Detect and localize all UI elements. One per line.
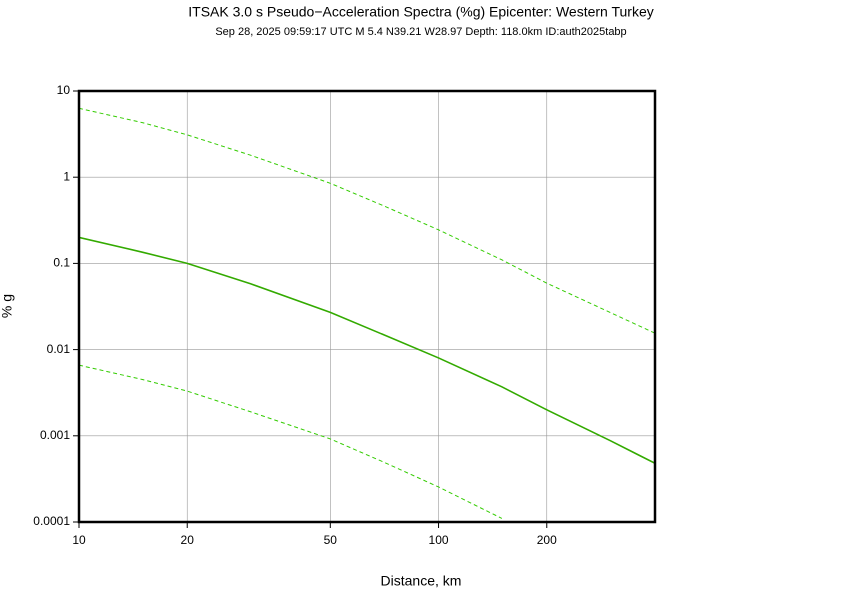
y-tick-label: 0.1	[53, 256, 70, 270]
plot-area	[79, 107, 655, 519]
data-line	[79, 364, 503, 519]
y-tick-label: 1	[63, 169, 70, 183]
x-axis-label: Distance, km	[381, 573, 462, 589]
x-tick-label: 50	[324, 533, 338, 547]
plot-frame	[77, 89, 657, 524]
data-line	[79, 236, 655, 464]
y-tick-label: 10	[57, 83, 71, 97]
y-tick-label: 0.0001	[33, 514, 70, 528]
x-tick-label: 100	[429, 533, 449, 547]
x-tick-label: 20	[181, 533, 195, 547]
chart-title: ITSAK 3.0 s Pseudo−Acceleration Spectra …	[188, 4, 653, 20]
y-tick-label: 0.01	[47, 342, 71, 356]
x-tick-label: 200	[537, 533, 557, 547]
data-line	[79, 107, 655, 334]
y-axis-label: % g	[0, 294, 15, 318]
y-tick-label: 0.001	[40, 428, 70, 442]
x-tick-label: 10	[72, 533, 86, 547]
chart-subtitle: Sep 28, 2025 09:59:17 UTC M 5.4 N39.21 W…	[215, 26, 626, 38]
